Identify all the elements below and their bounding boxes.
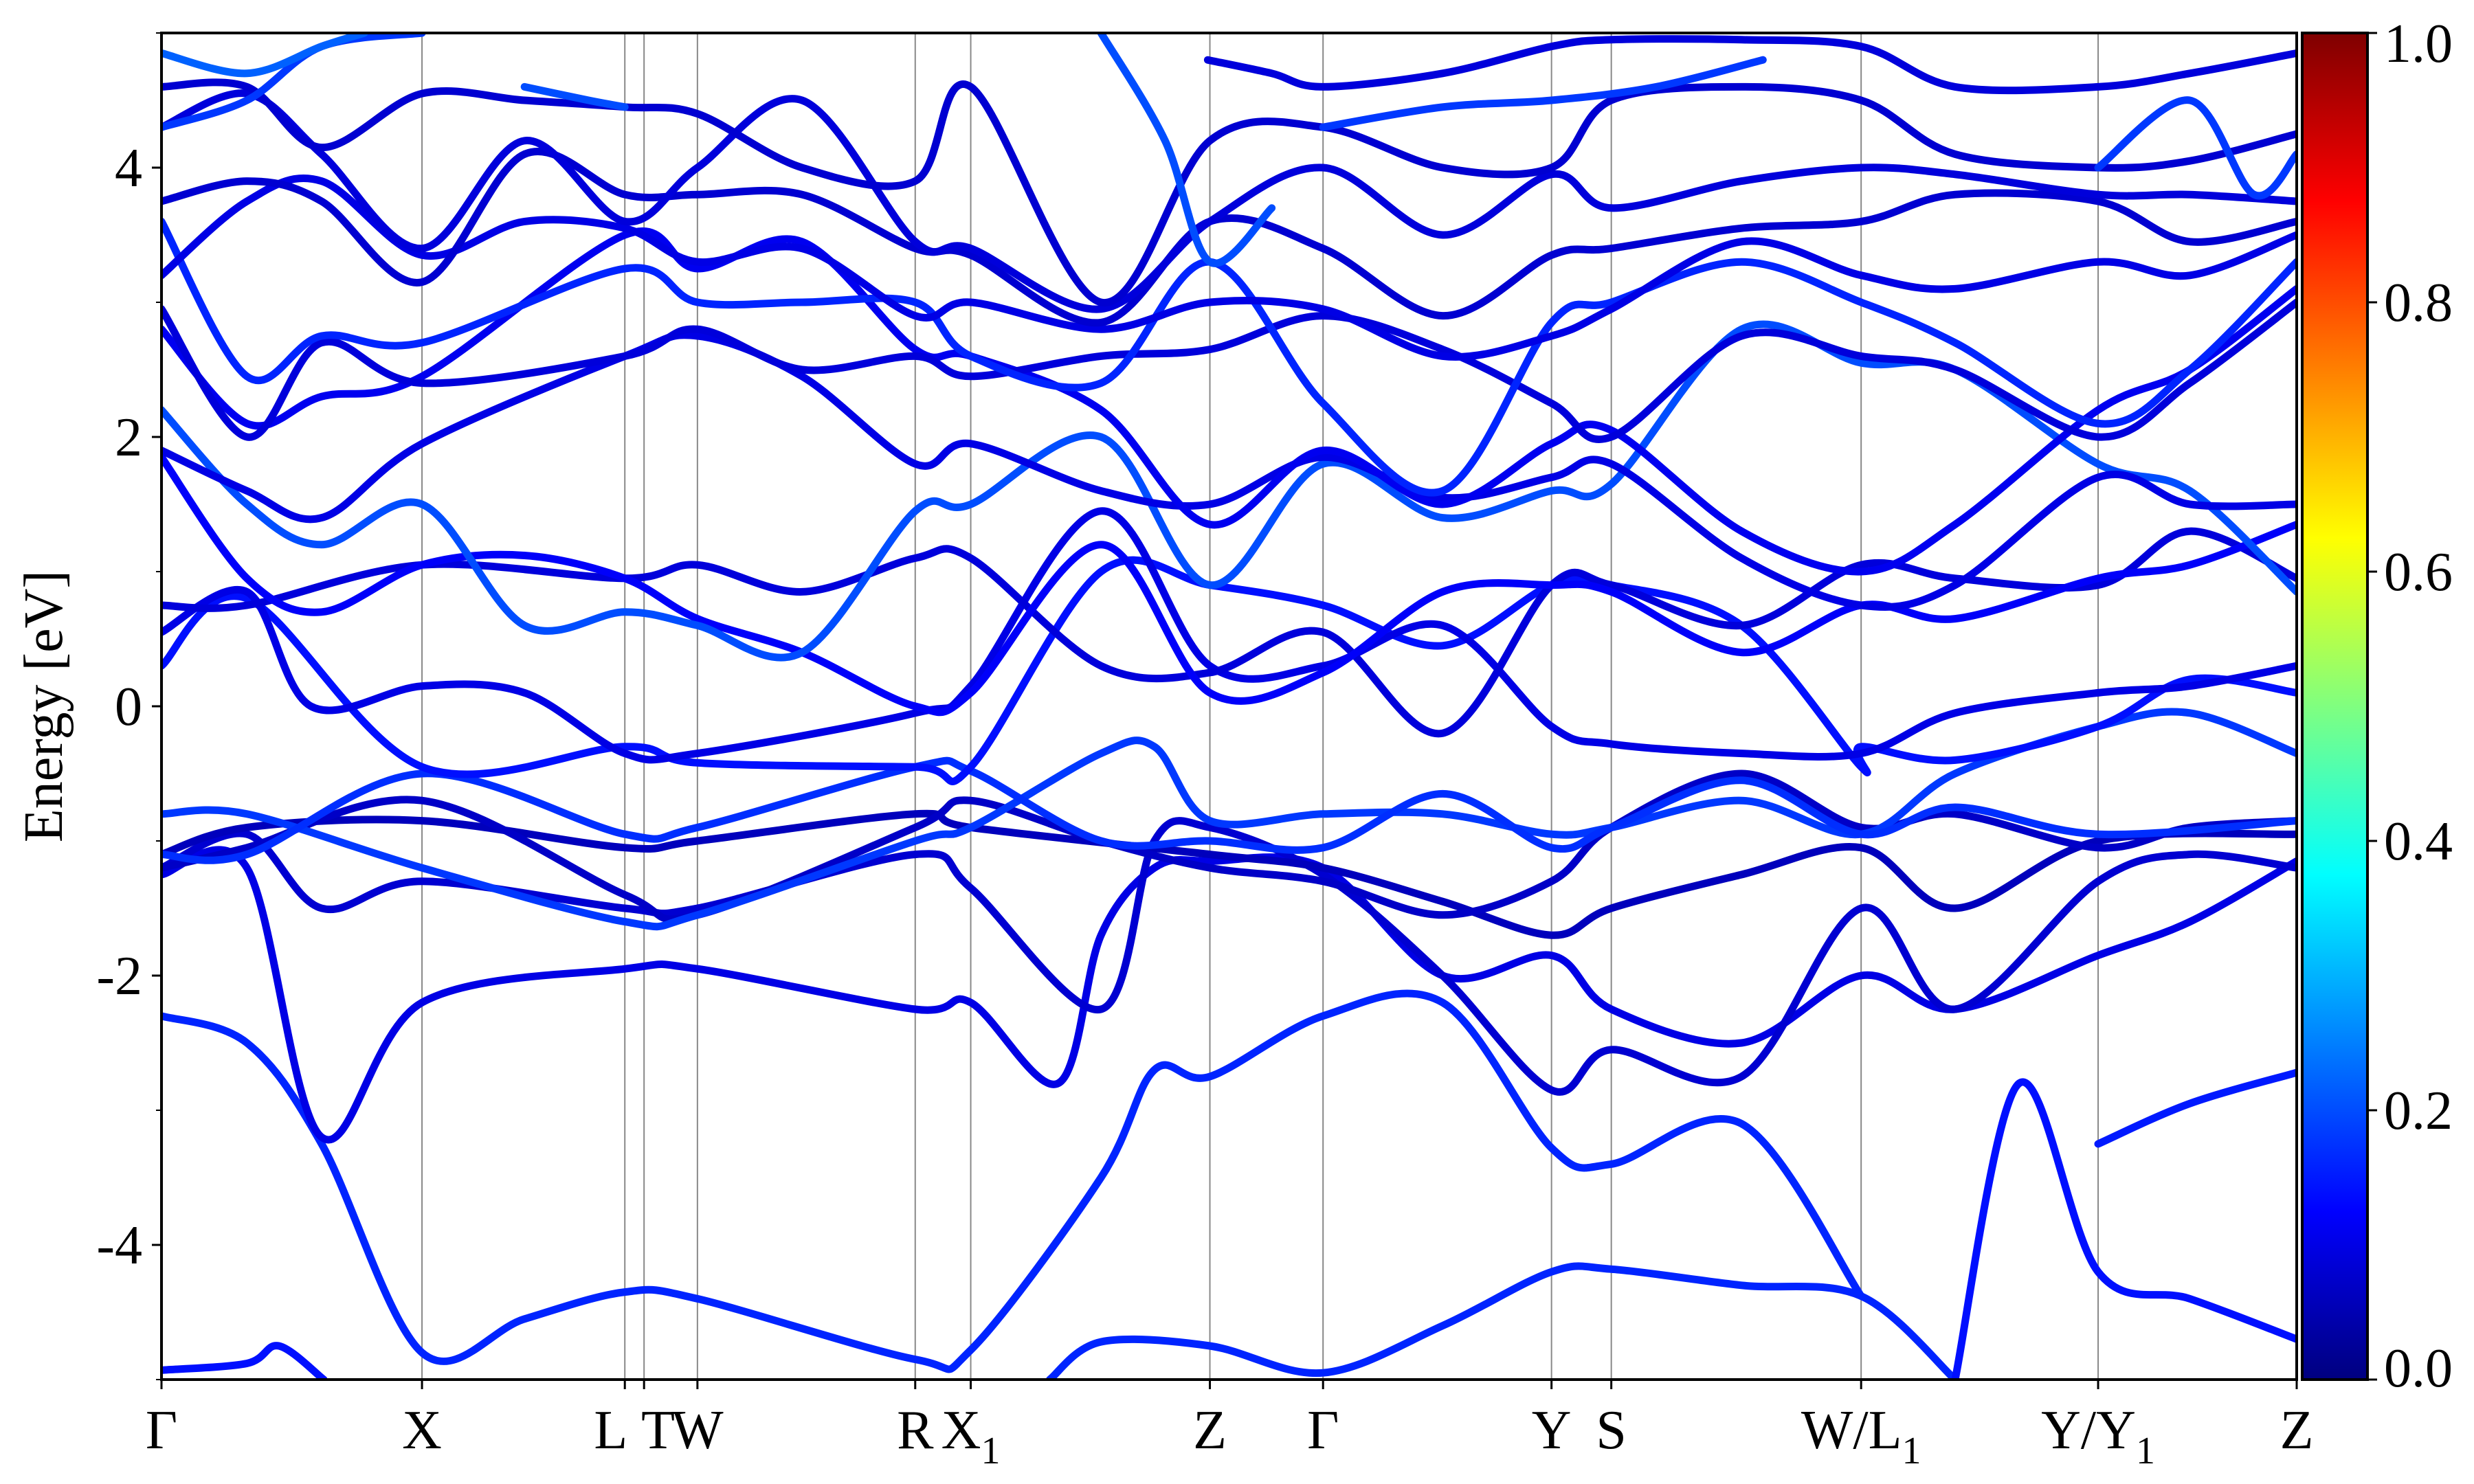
x-tick-label-10: S: [1596, 1400, 1627, 1461]
y-tick-label-2: 0: [115, 677, 142, 737]
x-tick-label-2: L: [594, 1400, 627, 1461]
band-12: [161, 507, 2297, 764]
x-tick-label-7: Z: [1193, 1400, 1227, 1461]
band-30: [1203, 35, 2297, 95]
band-6: [161, 817, 2297, 1096]
colorbar-tick-label-0: 0.0: [2384, 1338, 2453, 1399]
colorbar-tick-label-4: 0.8: [2384, 273, 2453, 333]
x-tick-label-4: W: [671, 1400, 724, 1461]
y-tick-label-4: 4: [115, 138, 142, 199]
band-29: [2094, 96, 2297, 200]
band-20: [161, 174, 2297, 361]
y-tick-label-3: 2: [115, 407, 142, 468]
x-tick-label-11: W/L1: [1801, 1400, 1921, 1472]
y-axis-title: Energy [eV]: [14, 570, 74, 842]
high-symmetry-lines: [421, 33, 2099, 1380]
band-7: [161, 809, 2297, 939]
x-tick-label-13: Z: [2280, 1400, 2314, 1461]
band-4: [2094, 1068, 2297, 1148]
band-25: [161, 33, 368, 78]
x-tick-label-8: Γ: [1307, 1400, 1339, 1461]
band-2: [161, 989, 1865, 1373]
x-tick-label-5: R: [897, 1400, 934, 1461]
band-0: [161, 1342, 328, 1380]
band-10: [161, 756, 2297, 864]
x-tick-label-9: Y: [1532, 1400, 1572, 1461]
band-1: [1046, 1262, 1959, 1380]
colorbar-gradient: [2301, 32, 2369, 1381]
x-tick-label-0: Γ: [146, 1400, 177, 1461]
x-tick-label-1: X: [402, 1400, 442, 1461]
colorbar-tick-label-3: 0.6: [2384, 542, 2453, 603]
x-tick-label-3: T: [641, 1400, 675, 1461]
y-tick-label-1: -2: [96, 946, 142, 1007]
band-23: [161, 78, 2297, 306]
band-9: [161, 708, 2297, 931]
band-18: [161, 298, 2297, 443]
band-15: [161, 320, 2297, 662]
y-axis: -4 -2 0 2 4: [96, 32, 161, 1380]
band-27: [1097, 33, 1276, 267]
bands-group: [161, 33, 2297, 1380]
colorbar-ticks: 0.0 0.2 0.4 0.6 0.8 1.0: [2367, 14, 2453, 1399]
x-tick-label-6: X1: [941, 1400, 1001, 1472]
x-tick-label-12: Y/Y1: [2041, 1400, 2155, 1472]
band-5: [161, 846, 2297, 1144]
colorbar-tick-label-1: 0.2: [2384, 1081, 2453, 1141]
y-tick-label-0: -4: [96, 1215, 142, 1276]
band-3: [1951, 1078, 2297, 1380]
colorbar: 0.0 0.2 0.4 0.6 0.8 1.0: [2301, 14, 2453, 1399]
band-11: [161, 556, 2297, 785]
band-8: [161, 769, 2297, 923]
band-19: [161, 217, 2297, 497]
band-28: [1319, 56, 1767, 131]
band-16: [161, 331, 2297, 611]
band-17: [161, 227, 2297, 576]
band-24: [161, 33, 426, 131]
colorbar-tick-label-2: 0.4: [2384, 811, 2453, 872]
colorbar-tick-label-5: 1.0: [2384, 14, 2453, 74]
band-26: [520, 82, 629, 111]
x-axis: Γ X L TW R X1 Z Γ Y S W/L1 Y/Y1 Z: [146, 1380, 2314, 1472]
band-22: [161, 89, 2297, 313]
